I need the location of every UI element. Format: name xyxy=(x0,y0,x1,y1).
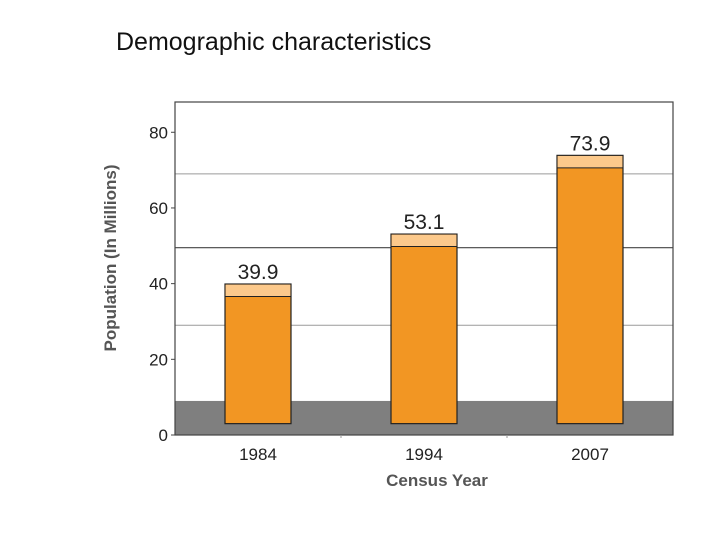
data-label: 39.9 xyxy=(238,261,279,284)
data-label: 73.9 xyxy=(570,132,611,155)
bar xyxy=(390,233,458,425)
y-tick-label: 0 xyxy=(159,426,168,445)
bar xyxy=(556,154,624,425)
data-label: 53.1 xyxy=(404,211,445,234)
y-tick-label: 60 xyxy=(149,199,168,218)
plot-frame xyxy=(174,101,674,436)
x-axis-label: Census Year xyxy=(386,471,488,490)
y-tick-label: 40 xyxy=(149,275,168,294)
bar-top-segment xyxy=(225,284,291,297)
bar-top-segment xyxy=(391,234,457,247)
y-axis-label: Population (In Millions) xyxy=(101,165,120,352)
x-tick-label: 2007 xyxy=(571,445,609,464)
slide-title: Demographic characteristics xyxy=(116,28,432,56)
bar-top-segment xyxy=(557,155,623,168)
x-tick-label: 1984 xyxy=(239,445,277,464)
y-tick-label: 80 xyxy=(149,123,168,142)
y-tick-label: 20 xyxy=(149,350,168,369)
bar xyxy=(224,283,292,425)
x-tick-label: 1994 xyxy=(405,445,443,464)
